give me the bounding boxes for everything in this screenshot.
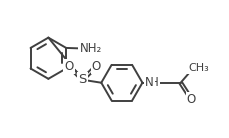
Text: O: O [64,60,73,73]
Text: H: H [149,76,158,89]
Text: NH₂: NH₂ [79,42,101,55]
Text: N: N [144,76,153,89]
Text: CH₃: CH₃ [187,63,208,73]
Text: O: O [186,93,195,106]
Text: S: S [78,73,87,86]
Text: O: O [91,60,101,73]
